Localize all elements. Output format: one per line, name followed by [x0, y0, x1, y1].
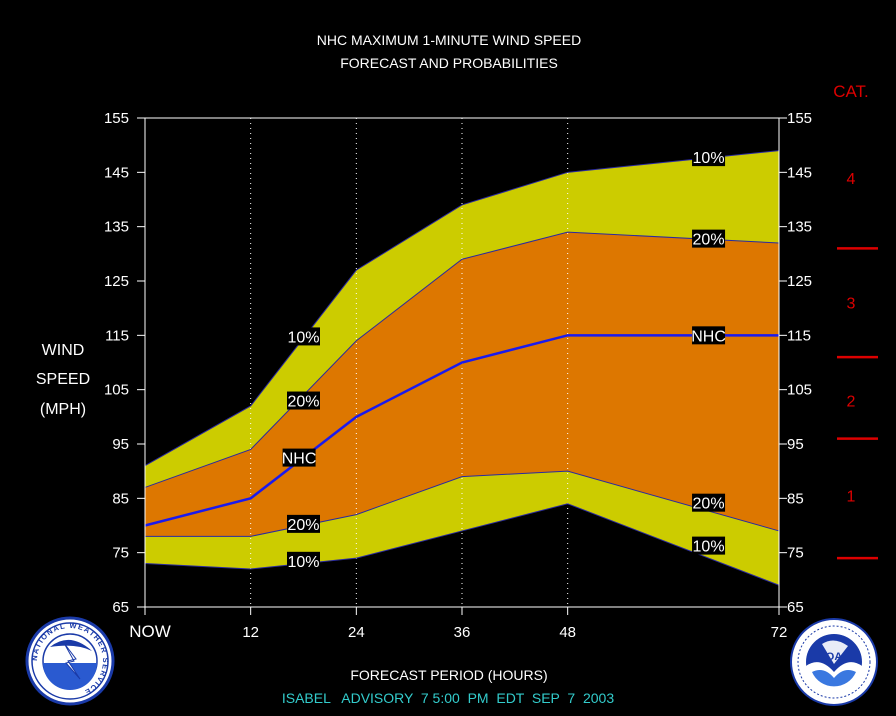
x-tick-label: 48: [559, 624, 576, 641]
y-tick-label-left: 155: [104, 110, 129, 127]
noaa-logo-text: NOAA: [818, 651, 850, 663]
band-label-box: [692, 326, 726, 345]
y-tick-label-right: 65: [787, 599, 804, 616]
band-label-text: 20%: [287, 394, 319, 411]
y-tick-label-right: 85: [787, 490, 804, 507]
y-tick-label-right: 115: [787, 327, 811, 344]
series-line-forecast: [144, 334, 779, 527]
bands-layer: [145, 150, 779, 586]
y-tick-label-right: 105: [787, 382, 812, 399]
x-tick-label: NOW: [129, 622, 171, 641]
category-title: CAT.: [833, 82, 869, 101]
y-label-line-2: SPEED: [36, 371, 90, 388]
nws-logo: NATIONAL WEATHER SERVICE: [25, 616, 115, 706]
band-label: 10%: [287, 327, 320, 346]
series-line-upper-10: [144, 150, 780, 467]
band-label-text: NHC: [282, 451, 317, 468]
band-label-box: [287, 391, 320, 410]
band-label-text: 10%: [693, 150, 725, 167]
band-label-text: 20%: [287, 517, 319, 534]
x-tick-label: 12: [242, 624, 259, 641]
band-label: 20%: [692, 229, 726, 249]
noaa-logo: NOAA: [790, 618, 878, 706]
band-label-box: [692, 493, 726, 512]
y-tick-label-left: 75: [112, 545, 129, 562]
chart-title: NHC MAXIMUM 1-MINUTE WIND SPEED: [317, 32, 581, 48]
band-label: NHC: [282, 448, 317, 468]
advisory-footer: ISABEL ADVISORY 7 5:00 PM EDT SEP 7 2003: [282, 690, 615, 706]
chart-subtitle: FORECAST AND PROBABILITIES: [340, 55, 558, 71]
band-label-box: [692, 536, 726, 555]
band-label-text: 10%: [693, 539, 725, 556]
y-tick-label-right: 75: [787, 545, 804, 562]
series-line-lower-20: [145, 470, 780, 537]
y-tick-label-left: 65: [112, 599, 129, 616]
category-4-label: 4: [847, 171, 856, 188]
band-label-box: [287, 514, 320, 533]
x-tick-label: 72: [771, 624, 788, 641]
y-label-line-3: (MPH): [40, 401, 86, 418]
y-label-line-1: WIND: [42, 342, 85, 359]
band-label: 10%: [692, 148, 726, 167]
series-line-upper-20: [144, 231, 780, 488]
band-label-text: 20%: [693, 232, 725, 249]
band-labels-layer: 10% 20% NHC 20% 10% 10% 20% NHC 20% 10%: [282, 148, 726, 571]
y-axis-label: WIND SPEED (MPH): [36, 342, 90, 418]
band-label-box: [287, 327, 320, 346]
y-tick-label-left: 105: [104, 382, 129, 399]
band-label-box: [692, 229, 726, 248]
category-scale: CAT. 4 3 2 1: [833, 82, 878, 560]
series-line-lower-10: [144, 503, 780, 586]
y-tick-label-right: 125: [787, 273, 812, 290]
y-tick-label-right: 145: [787, 164, 812, 181]
band-label-text: 10%: [287, 329, 319, 346]
category-1-label: 1: [847, 489, 856, 506]
x-tick-label: 24: [348, 624, 365, 641]
y-tick-label-left: 125: [104, 273, 129, 290]
x-axis-label: FORECAST PERIOD (HOURS): [350, 667, 547, 683]
x-tick-label: 36: [454, 624, 471, 641]
band-label-box: [282, 448, 316, 467]
band-label: NHC: [691, 326, 726, 345]
y-tick-label-right: 135: [787, 219, 812, 236]
band-label: 20%: [287, 514, 320, 534]
band-label-text: 20%: [693, 496, 725, 513]
band-label-text: NHC: [691, 328, 726, 345]
y-tick-label-left: 145: [104, 164, 129, 181]
y-tick-label-left: 95: [112, 436, 129, 453]
category-2-label: 2: [847, 394, 856, 411]
band-label: 10%: [287, 551, 320, 571]
y-tick-label-right: 155: [787, 110, 812, 127]
series-lines-layer: [144, 150, 780, 586]
band-label-box: [287, 551, 320, 570]
category-3-label: 3: [847, 296, 856, 313]
axis-ticks-layer: 65 65 75 75 85 85 95 95 105 105 115 115 125 125 135 135…: [104, 110, 812, 641]
y-tick-label-left: 85: [112, 490, 129, 507]
band-label: 20%: [692, 493, 726, 513]
band-label-box: [692, 148, 726, 167]
band-label: 20%: [287, 391, 320, 411]
band-label: 10%: [692, 536, 726, 556]
band-label-text: 10%: [287, 554, 319, 571]
y-tick-label-right: 95: [787, 436, 804, 453]
y-tick-label-left: 115: [105, 327, 129, 344]
y-tick-label-left: 135: [104, 219, 129, 236]
